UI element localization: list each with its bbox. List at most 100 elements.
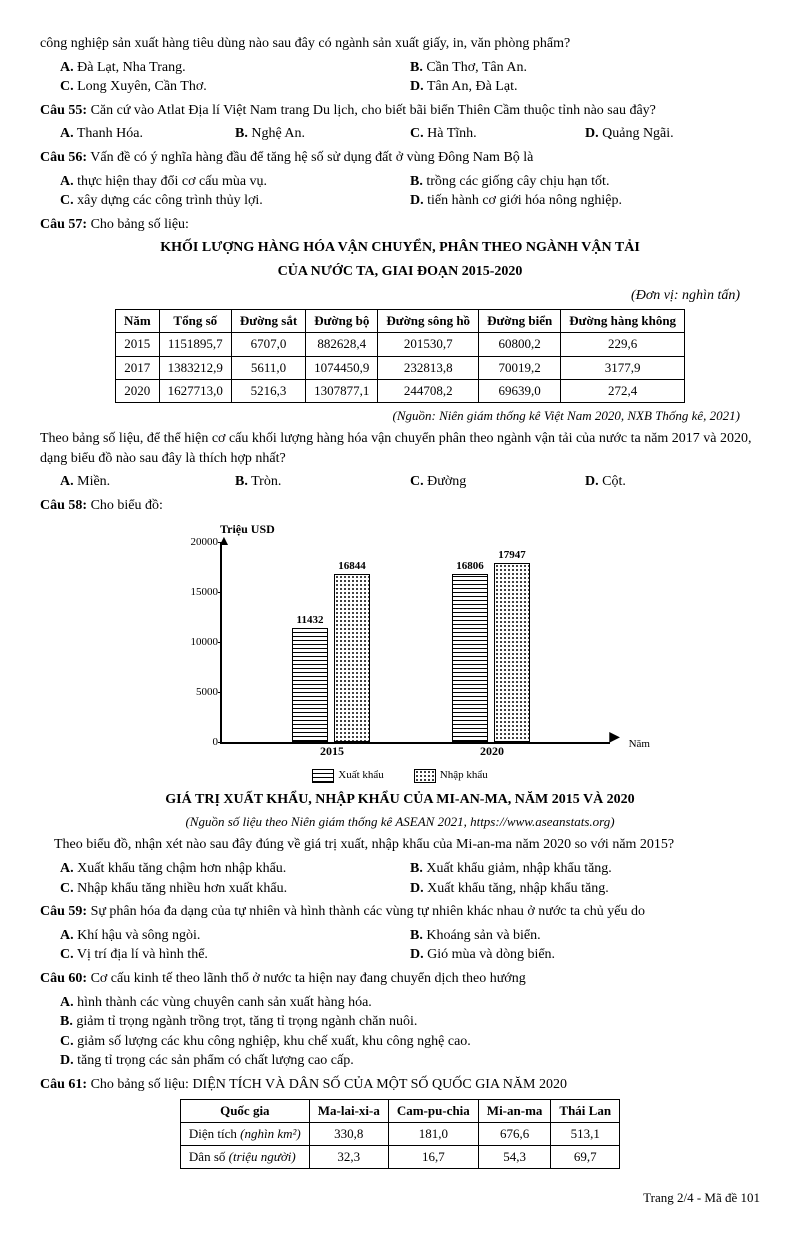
table1-cell: 2020 [115,379,159,402]
table1-header: Đường bộ [306,310,378,333]
opts56: A. thực hiện thay đổi cơ cấu mùa vụ. B. … [60,172,760,211]
chart-bar: 11432 [292,628,328,742]
q58b: Theo biểu đồ, nhận xét nào sau đây đúng … [40,835,760,855]
chart-bar: 16844 [334,574,370,742]
table1-header: Đường sông hồ [378,310,479,333]
table2-cell: 69,7 [551,1145,620,1168]
opts58: A. Xuất khẩu tăng chậm hơn nhập khẩu. B.… [60,859,760,898]
ytick-label: 20000 [178,535,218,550]
legend-swatch [312,769,334,783]
table2-rowlabel: Dân số (triệu người) [180,1145,309,1168]
table1-cell: 3177,9 [561,356,685,379]
ytick-label: 0 [178,735,218,750]
bar-value-label: 11432 [293,613,327,628]
table2-cell: 181,0 [388,1122,478,1145]
table2-cell: 16,7 [388,1145,478,1168]
table1-title: KHỐI LƯỢNG HÀNG HÓA VẬN CHUYỂN, PHÂN THE… [40,238,760,258]
intro-line: công nghiệp sản xuất hàng tiêu dùng nào … [40,34,760,54]
opt58-d: D. Xuất khẩu tăng, nhập khẩu tăng. [410,879,760,899]
table1-cell: 2017 [115,356,159,379]
q61-text: Cho bảng số liệu: DIỆN TÍCH VÀ DÂN SỐ CỦ… [87,1077,567,1092]
ytick-label: 10000 [178,635,218,650]
q55-label: Câu 55: [40,103,87,118]
opt59-d: D. Gió mùa và dòng biển. [410,945,760,965]
table2-cell: 32,3 [309,1145,388,1168]
q58: Câu 58: Cho biểu đồ: [40,496,760,516]
table2-header: Thái Lan [551,1099,620,1122]
table2-header: Ma-lai-xi-a [309,1099,388,1122]
opt55-c: C. Hà Tĩnh. [410,124,585,144]
q61-label: Câu 61: [40,1077,87,1092]
ytick-label: 15000 [178,585,218,600]
opts59: A. Khí hậu và sông ngòi. B. Khoáng sản v… [60,926,760,965]
q59-label: Câu 59: [40,904,87,919]
opt58-a: A. Xuất khẩu tăng chậm hơn nhập khẩu. [60,859,410,879]
table1: NămTổng sốĐường sắtĐường bộĐường sông hồ… [115,309,685,403]
table1-cell: 2015 [115,333,159,356]
q60-label: Câu 60: [40,971,87,986]
table1-cell: 69639,0 [479,379,561,402]
ytick-label: 5000 [178,685,218,700]
table1-cell: 5611,0 [231,356,305,379]
table1-cell: 1074450,9 [306,356,378,379]
opt60-c: C. giảm số lượng các khu công nghiệp, kh… [60,1032,760,1052]
legend-item: Xuất khẩu [312,768,384,783]
table2-header: Mi-an-ma [478,1099,551,1122]
opt56-b: B. trồng các giống cây chịu hạn tốt. [410,172,760,192]
chart-caption: GIÁ TRỊ XUẤT KHẨU, NHẬP KHẨU CỦA MI-AN-M… [40,790,760,810]
table1-cell: 232813,8 [378,356,479,379]
table2-rowlabel: Diện tích (nghìn km²) [180,1122,309,1145]
table1-cell: 272,4 [561,379,685,402]
table1-cell: 201530,7 [378,333,479,356]
opt55-d: D. Quảng Ngãi. [585,124,760,144]
legend-item: Nhập khẩu [414,768,488,783]
table1-cell: 1307877,1 [306,379,378,402]
table1-cell: 1627713,0 [159,379,231,402]
opt59-a: A. Khí hậu và sông ngòi. [60,926,410,946]
opt55-a: A. Thanh Hóa. [60,124,235,144]
table1-cell: 6707,0 [231,333,305,356]
q60-text: Cơ cấu kinh tế theo lãnh thổ ở nước ta h… [87,971,526,986]
opt60-b: B. giảm tỉ trọng ngành trồng trọt, tăng … [60,1012,760,1032]
table1-source: (Nguồn: Niên giám thống kê Việt Nam 2020… [40,407,740,425]
table2-cell: 54,3 [478,1145,551,1168]
opt58-c: C. Nhập khẩu tăng nhiều hơn xuất khẩu. [60,879,410,899]
table1-cell: 244708,2 [378,379,479,402]
chart-ylabel: Triệu USD [220,521,610,538]
legend-label: Xuất khẩu [338,768,384,783]
table1-cell: 1151895,7 [159,333,231,356]
opts57: A. Miền. B. Tròn. C. Đường D. Cột. [60,472,760,492]
opt0-c: C. Long Xuyên, Cần Thơ. [60,77,410,97]
opts0: A. Đà Lạt, Nha Trang. B. Cần Thơ, Tân An… [60,58,760,97]
opt59-b: B. Khoáng sản và biển. [410,926,760,946]
q56: Câu 56: Vấn đề có ý nghĩa hàng đầu để tă… [40,148,760,168]
table1-cell: 5216,3 [231,379,305,402]
opt56-a: A. thực hiện thay đổi cơ cấu mùa vụ. [60,172,410,192]
table2-cell: 330,8 [309,1122,388,1145]
page-footer: Trang 2/4 - Mã đề 101 [40,1189,760,1207]
q57: Câu 57: Cho bảng số liệu: [40,215,760,235]
opt0-d: D. Tân An, Đà Lạt. [410,77,760,97]
q57b: Theo bảng số liệu, để thể hiện cơ cấu kh… [40,429,760,468]
opt59-c: C. Vị trí địa lí và hình thể. [60,945,410,965]
table1-header: Năm [115,310,159,333]
q60: Câu 60: Cơ cấu kinh tế theo lãnh thổ ở n… [40,969,760,989]
q59: Câu 59: Sự phân hóa đa dạng của tự nhiên… [40,902,760,922]
opt60-d: D. tăng tỉ trọng các sản phẩm có chất lư… [60,1051,760,1071]
opt56-d: D. tiến hành cơ giới hóa nông nghiệp. [410,191,760,211]
xlabel: 2015 [292,743,372,760]
table1-header: Đường sắt [231,310,305,333]
bar-value-label: 16806 [453,559,487,574]
table1-cell: 60800,2 [479,333,561,356]
table1-header: Tổng số [159,310,231,333]
chart-bar: 17947 [494,563,530,742]
table1-unit: (Đơn vị: nghìn tấn) [40,286,740,306]
q57-text: Cho bảng số liệu: [87,217,189,232]
opt57-b: B. Tròn. [235,472,410,492]
table2: Quốc giaMa-lai-xi-aCam-pu-chiaMi-an-maTh… [180,1099,620,1170]
opt0-a: A. Đà Lạt, Nha Trang. [60,58,410,78]
legend-swatch [414,769,436,783]
opt57-d: D. Cột. [585,472,760,492]
table2-cell: 676,6 [478,1122,551,1145]
table1-cell: 70019,2 [479,356,561,379]
